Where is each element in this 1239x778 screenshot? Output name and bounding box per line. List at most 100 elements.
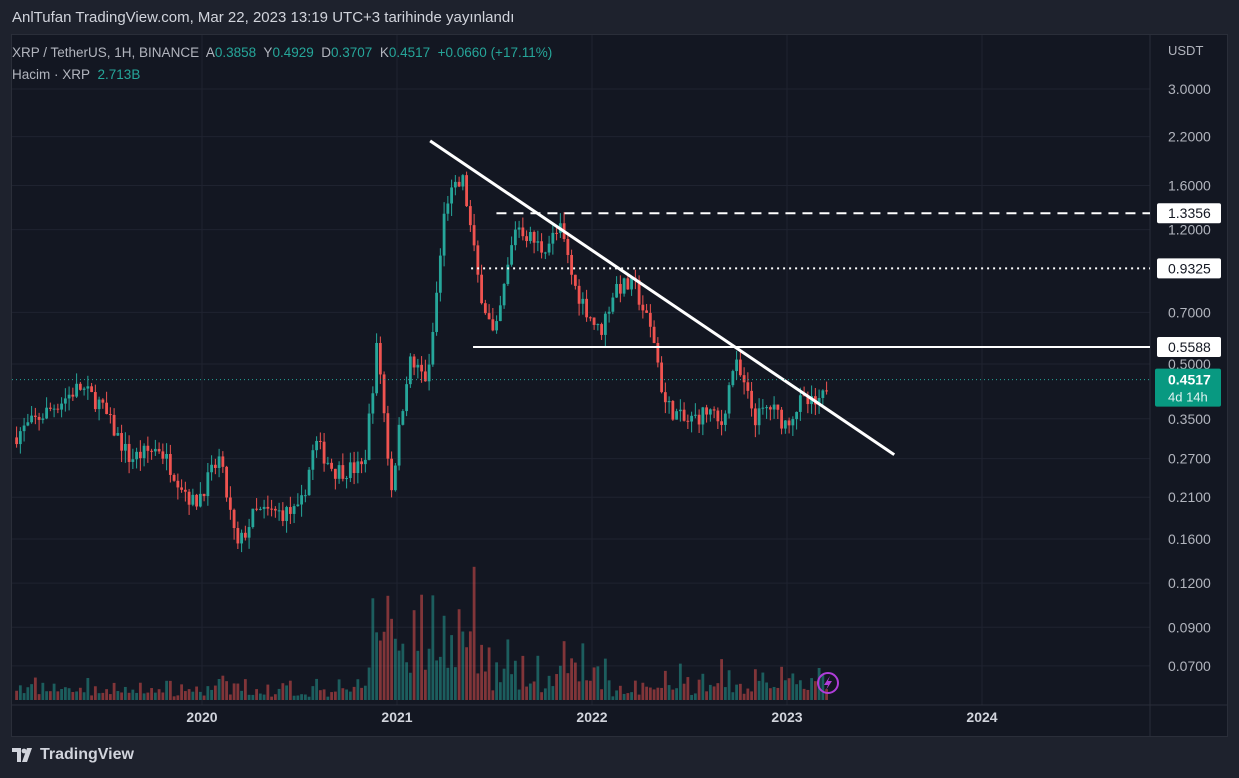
volume-legend: Hacim · XRP 2.713B: [12, 67, 140, 82]
volume-bar: [630, 692, 633, 700]
volume-bar: [498, 682, 502, 700]
volume-bar: [491, 690, 495, 700]
volume-bar: [311, 686, 315, 700]
volume-bar: [135, 692, 138, 700]
candle-body: [270, 508, 273, 510]
candle-body: [82, 388, 86, 390]
level-price-label: 0.5588: [1168, 339, 1211, 355]
volume-bar: [56, 691, 60, 700]
chart-pane[interactable]: [11, 34, 1228, 737]
volume-bar: [412, 610, 416, 700]
candle-body: [701, 407, 705, 425]
volume-bar: [348, 691, 352, 700]
volume-bar: [183, 691, 187, 700]
volume-bar: [697, 679, 701, 700]
candle-body: [528, 231, 532, 242]
candle-body: [360, 461, 363, 465]
candle-body: [596, 324, 600, 326]
volume-bar: [105, 689, 108, 700]
candle-body: [112, 414, 116, 436]
candle-body: [618, 283, 622, 294]
candle-body: [615, 283, 618, 298]
volume-bar: [258, 693, 262, 700]
trendline[interactable]: [429, 139, 896, 456]
volume-bar: [150, 688, 153, 700]
candle-body: [622, 278, 626, 294]
volume-bar: [416, 650, 420, 700]
candle-body: [341, 465, 345, 479]
volume-bar: [540, 692, 543, 700]
volume-bar: [382, 631, 386, 700]
volume-bar: [660, 687, 663, 700]
candle-body: [442, 213, 446, 256]
high-label: Y: [263, 45, 273, 60]
candle-body: [521, 227, 525, 237]
y-tick-label: 0.1600: [1168, 531, 1211, 547]
volume-bar: [281, 683, 285, 700]
candle-body: [787, 420, 791, 426]
candle-body: [255, 508, 258, 510]
candle-body: [547, 243, 551, 253]
candle-body: [63, 398, 67, 404]
volume-bar: [675, 688, 678, 700]
candle-body: [412, 356, 416, 368]
volume-bar: [161, 692, 165, 700]
volume-bar: [738, 683, 742, 700]
volume-bar: [48, 691, 52, 700]
volume-bar: [577, 681, 581, 700]
low-label: D: [321, 45, 331, 60]
symbol-name[interactable]: XRP / TetherUS, 1H, BINANCE: [12, 45, 200, 60]
volume-bar: [138, 682, 142, 700]
candle-body: [551, 232, 555, 244]
volume-bar: [525, 686, 528, 700]
tradingview-logo[interactable]: TradingView: [12, 746, 134, 764]
candle-body: [776, 404, 780, 410]
candle-body: [705, 407, 708, 415]
volume-bar: [446, 667, 450, 700]
volume-bar: [735, 684, 738, 700]
candle-body: [712, 409, 716, 411]
candle-body: [382, 374, 386, 414]
volume-bar: [168, 680, 172, 700]
volume-bar: [318, 690, 322, 700]
volume-bar: [547, 675, 551, 700]
candle-body: [435, 292, 438, 332]
candle-body: [326, 462, 330, 464]
candle-body: [397, 424, 401, 466]
candle-body: [746, 382, 750, 391]
brand-name: TradingView: [40, 746, 134, 763]
volume-value: 2.713B: [97, 67, 141, 82]
candle-body: [251, 508, 255, 528]
volume-bar: [450, 635, 453, 700]
volume-bar: [513, 660, 517, 700]
candle-body: [262, 506, 266, 509]
volume-bar: [326, 696, 330, 700]
volume-bar: [120, 692, 123, 700]
candle-body: [750, 390, 753, 409]
candle-body: [75, 383, 78, 397]
volume-bar: [581, 643, 585, 700]
volume-bar: [240, 690, 243, 700]
volume-bar: [742, 693, 746, 700]
volume-bar: [67, 688, 71, 700]
volume-bar: [108, 694, 112, 700]
volume-bar: [375, 632, 378, 700]
volume-bar: [180, 684, 183, 700]
candle-body: [476, 245, 480, 275]
candle-body: [600, 324, 603, 335]
volume-bar: [543, 688, 547, 700]
volume-bar: [600, 689, 603, 700]
volume-bar: [86, 678, 90, 700]
candle-body: [281, 510, 285, 522]
volume-label[interactable]: Hacim · XRP: [12, 67, 91, 82]
lightning-event-icon[interactable]: [817, 672, 839, 694]
volume-bar: [206, 686, 210, 700]
volume-bar: [273, 694, 277, 700]
volume-bar: [750, 691, 753, 700]
volume-bar: [330, 692, 333, 700]
volume-bar: [588, 680, 592, 700]
volume-bar: [795, 684, 798, 700]
volume-bar: [686, 677, 690, 700]
y-tick-label: 0.5000: [1168, 356, 1211, 372]
